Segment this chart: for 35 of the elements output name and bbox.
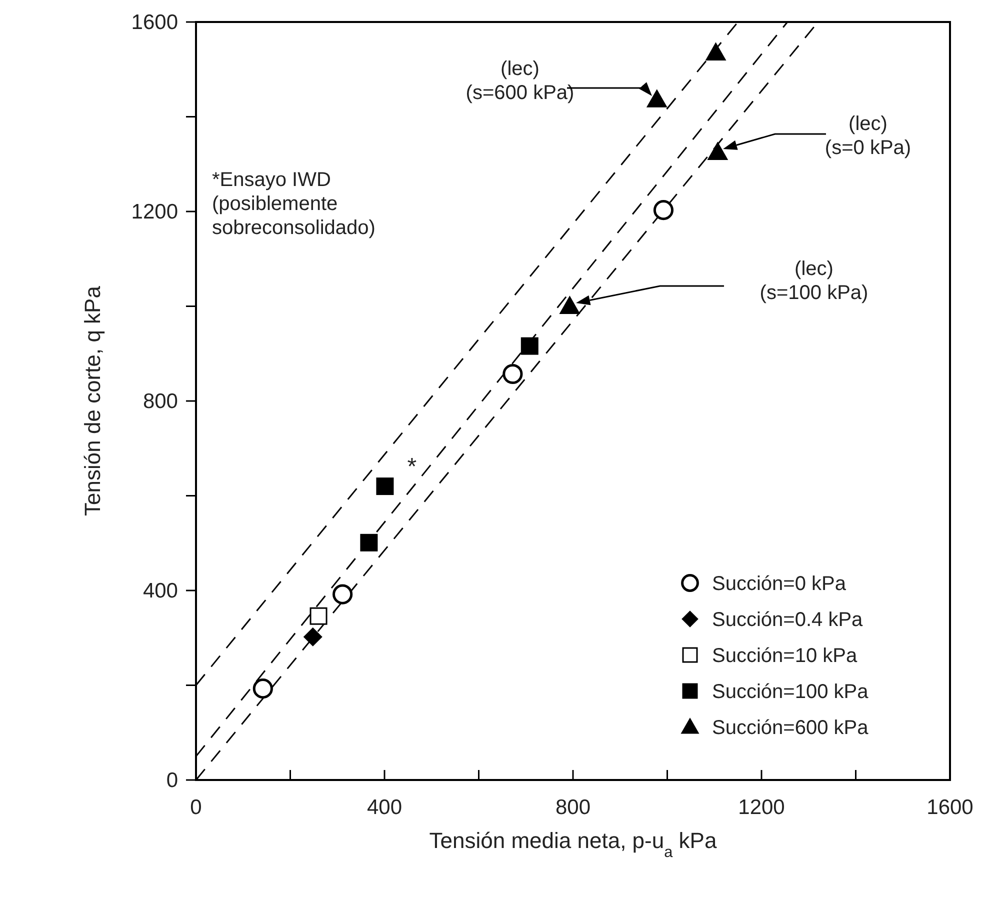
point <box>376 478 394 496</box>
point <box>252 678 273 699</box>
y-tick-label: 1200 <box>131 200 178 224</box>
point <box>304 628 322 646</box>
y-axis-title: Tensión de corte, q kPa <box>80 285 105 516</box>
annotation: (lec) (s=0 kPa) <box>824 113 912 159</box>
y-tick-label: 400 <box>142 580 178 602</box>
legend-label: Succión=100 kPa <box>712 681 870 703</box>
legend-label: Succión=10 kPa <box>712 645 858 667</box>
point <box>646 90 667 108</box>
point <box>653 200 674 220</box>
point <box>708 142 728 160</box>
annotation: *Ensayo IWD (posiblemente sobreconsolidado) <box>212 169 376 239</box>
x-tick-label: 0 <box>190 796 202 819</box>
annotation: * <box>407 453 417 480</box>
point <box>520 337 538 355</box>
point <box>560 296 580 314</box>
point <box>706 42 726 60</box>
point <box>332 584 353 604</box>
x-tick-label: 1200 <box>738 796 785 819</box>
point <box>502 364 523 384</box>
x-tick-label: 400 <box>366 796 402 819</box>
annotation: (lec) (s=100 kPa) <box>760 258 868 304</box>
x-axis-title: Tensión media neta, p-u$_{a}$ kPa <box>429 828 718 860</box>
x-tick-label: 1600 <box>926 796 974 819</box>
point <box>310 607 328 625</box>
point <box>360 534 378 552</box>
x-tick-label: 800 <box>555 796 591 819</box>
y-tick-label: 800 <box>142 390 178 413</box>
y-tick-label: 1600 <box>131 11 178 34</box>
legend-label: Succión=0.4 kPa <box>712 609 864 631</box>
y-tick-label: 0 <box>166 769 178 792</box>
annotation: (lec) (s=600 kPa) <box>466 58 574 104</box>
legend-label: Succión=0 kPa <box>712 573 847 595</box>
legend-label: Succión=600 kPa <box>712 717 870 739</box>
